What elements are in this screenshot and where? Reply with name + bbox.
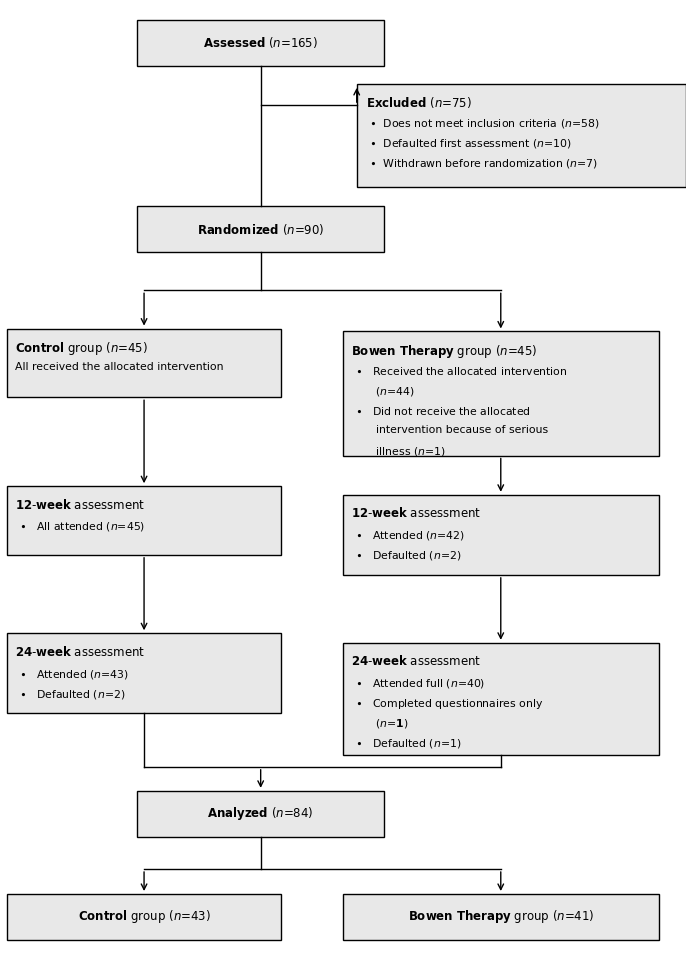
FancyBboxPatch shape — [137, 20, 384, 66]
Text: $\bullet$   Defaulted ($n$=1): $\bullet$ Defaulted ($n$=1) — [355, 737, 461, 751]
Text: $\mathbf{Bowen\ Therapy}$ group ($n$=41): $\mathbf{Bowen\ Therapy}$ group ($n$=41) — [407, 908, 594, 925]
Text: $\mathbf{Analyzed}$ ($n$=84): $\mathbf{Analyzed}$ ($n$=84) — [207, 805, 314, 822]
FancyBboxPatch shape — [343, 643, 659, 755]
FancyBboxPatch shape — [7, 894, 281, 940]
Text: $\bullet$   Received the allocated intervention: $\bullet$ Received the allocated interve… — [355, 365, 567, 377]
Text: $\mathbf{12}$-$\mathbf{week}$ assessment: $\mathbf{12}$-$\mathbf{week}$ assessment — [15, 498, 145, 512]
Text: ($n$=$\mathbf{1}$): ($n$=$\mathbf{1}$) — [355, 717, 408, 731]
FancyBboxPatch shape — [343, 894, 659, 940]
FancyBboxPatch shape — [137, 791, 384, 837]
Text: $\bullet$   Did not receive the allocated: $\bullet$ Did not receive the allocated — [355, 405, 530, 417]
Text: $\bullet$   All attended ($n$=45): $\bullet$ All attended ($n$=45) — [19, 520, 145, 534]
FancyBboxPatch shape — [343, 331, 659, 456]
FancyBboxPatch shape — [7, 486, 281, 555]
FancyBboxPatch shape — [7, 633, 281, 713]
Text: intervention because of serious: intervention because of serious — [355, 425, 548, 435]
Text: $\mathbf{12}$-$\mathbf{week}$ assessment: $\mathbf{12}$-$\mathbf{week}$ assessment — [351, 506, 482, 520]
FancyBboxPatch shape — [7, 329, 281, 397]
Text: illness ($n$=1): illness ($n$=1) — [355, 445, 445, 458]
Text: $\mathbf{Control}$ group ($n$=45): $\mathbf{Control}$ group ($n$=45) — [15, 340, 148, 357]
FancyBboxPatch shape — [137, 206, 384, 252]
FancyBboxPatch shape — [357, 84, 686, 187]
Text: $\mathbf{Assessed}$ ($n$=165): $\mathbf{Assessed}$ ($n$=165) — [203, 35, 318, 51]
Text: $\mathbf{24}$-$\mathbf{week}$ assessment: $\mathbf{24}$-$\mathbf{week}$ assessment — [351, 654, 482, 668]
Text: ($n$=44): ($n$=44) — [355, 385, 415, 398]
Text: $\mathbf{24}$-$\mathbf{week}$ assessment: $\mathbf{24}$-$\mathbf{week}$ assessment — [15, 645, 145, 659]
Text: $\bullet$   Defaulted ($n$=2): $\bullet$ Defaulted ($n$=2) — [19, 688, 125, 701]
Text: All received the allocated intervention: All received the allocated intervention — [15, 362, 224, 371]
Text: $\bullet$   Defaulted ($n$=2): $\bullet$ Defaulted ($n$=2) — [355, 549, 461, 562]
Text: $\bullet$  Withdrawn before randomization ($n$=7): $\bullet$ Withdrawn before randomization… — [369, 157, 598, 170]
Text: $\bullet$   Attended ($n$=43): $\bullet$ Attended ($n$=43) — [19, 668, 128, 681]
Text: $\bullet$   Attended full ($n$=40): $\bullet$ Attended full ($n$=40) — [355, 677, 485, 690]
Text: $\mathbf{Control}$ group ($n$=43): $\mathbf{Control}$ group ($n$=43) — [78, 908, 211, 925]
Text: $\bullet$   Attended ($n$=42): $\bullet$ Attended ($n$=42) — [355, 529, 464, 542]
FancyBboxPatch shape — [343, 495, 659, 575]
Text: $\bullet$   Completed questionnaires only: $\bullet$ Completed questionnaires only — [355, 697, 543, 711]
Text: $\bullet$  Does not meet inclusion criteria ($n$=58): $\bullet$ Does not meet inclusion criter… — [369, 117, 600, 130]
Text: $\mathbf{Bowen\ Therapy}$ group ($n$=45): $\mathbf{Bowen\ Therapy}$ group ($n$=45) — [351, 343, 538, 360]
Text: $\bullet$  Defaulted first assessment ($n$=10): $\bullet$ Defaulted first assessment ($n… — [369, 137, 571, 150]
Text: $\mathbf{Randomized}$ ($n$=90): $\mathbf{Randomized}$ ($n$=90) — [197, 222, 324, 237]
Text: $\mathbf{Excluded}$ ($n$=75): $\mathbf{Excluded}$ ($n$=75) — [366, 96, 471, 111]
